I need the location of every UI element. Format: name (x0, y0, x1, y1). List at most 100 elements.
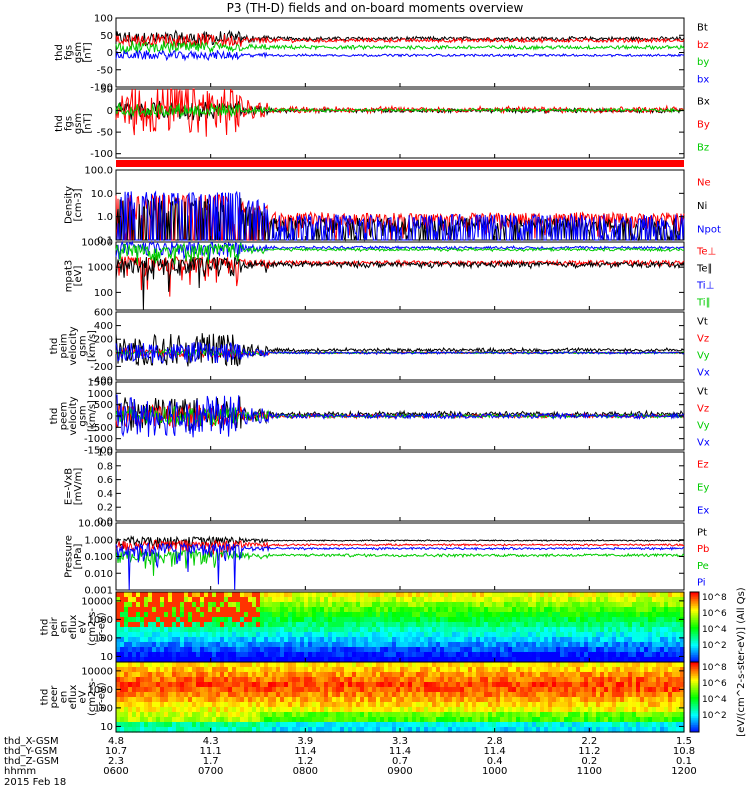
spectrogram-cell (332, 702, 337, 708)
legend-vz: Vz (697, 334, 709, 345)
spectrogram-cell (580, 667, 585, 673)
spectrogram-cell (452, 602, 457, 608)
spectrogram-cell (640, 637, 645, 643)
spectrogram-cell (124, 717, 129, 723)
spectrogram-cell (120, 697, 125, 703)
spectrogram-cell (548, 722, 553, 728)
spectrogram-cell (376, 602, 381, 608)
spectrogram-cell (312, 632, 317, 638)
spectrogram-cell (604, 662, 609, 668)
spectrogram-cell (380, 667, 385, 673)
spectrogram-cell (664, 617, 669, 623)
spectrogram-cell (284, 622, 289, 628)
spectrogram-cell (256, 702, 261, 708)
spectrogram-cell (644, 702, 649, 708)
spectrogram-cell (436, 672, 441, 678)
spectrogram-cell (528, 657, 533, 663)
spectrogram-cell (128, 672, 133, 678)
spectrogram-cell (188, 712, 193, 718)
y-tick-label: 1.000 (84, 535, 113, 546)
spectrogram-cell (524, 712, 529, 718)
spectrogram-cell (328, 707, 333, 713)
spectrogram-cell (180, 612, 185, 618)
spectrogram-cell (636, 712, 641, 718)
spectrogram-cell (652, 617, 657, 623)
spectrogram-cell (176, 632, 181, 638)
spectrogram-cell (640, 687, 645, 693)
spectrogram-cell (380, 597, 385, 603)
spectrogram-cell (632, 607, 637, 613)
legend-ez: Ez (697, 460, 709, 471)
spectrogram-cell (204, 712, 209, 718)
spectrogram-cell (140, 637, 145, 643)
spectrogram-cell (632, 632, 637, 638)
spectrogram-cell (676, 632, 681, 638)
spectrogram-cell (572, 672, 577, 678)
spectrogram-cell (584, 667, 589, 673)
spectrogram-cell (436, 682, 441, 688)
spectrogram-cell (636, 657, 641, 663)
spectrogram-cell (488, 677, 493, 683)
spectrogram-cell (160, 622, 165, 628)
spectrogram-cell (552, 592, 557, 598)
spectrogram-cell (616, 617, 621, 623)
spectrogram-cell (344, 612, 349, 618)
spectrogram-cell (424, 672, 429, 678)
spectrogram-cell (596, 677, 601, 683)
x-row-value: 11.2 (578, 746, 600, 757)
spectrogram-cell (564, 622, 569, 628)
spectrogram-cell (140, 727, 145, 733)
spectrogram-cell (156, 687, 161, 693)
spectrogram-cell (492, 722, 497, 728)
spectrogram-cell (260, 612, 265, 618)
spectrogram-cell (360, 717, 365, 723)
spectrogram-cell (576, 617, 581, 623)
spectrogram-cell (508, 722, 513, 728)
spectrogram-cell (448, 682, 453, 688)
series-line-vx (115, 394, 685, 438)
spectrogram-cell (652, 697, 657, 703)
spectrogram-cell (676, 652, 681, 658)
spectrogram-cell (228, 632, 233, 638)
spectrogram-cell (576, 637, 581, 643)
spectrogram-cell (392, 672, 397, 678)
spectrogram-cell (164, 682, 169, 688)
spectrogram-cell (124, 647, 129, 653)
spectrogram-cell (440, 607, 445, 613)
spectrogram-cell (612, 592, 617, 598)
spectrogram-cell (604, 637, 609, 643)
spectrogram-cell (444, 592, 449, 598)
spectrogram-cell (560, 592, 565, 598)
spectrogram-cell (476, 697, 481, 703)
x-row-value: 0700 (198, 766, 223, 777)
spectrogram-cell (264, 597, 269, 603)
spectrogram-cell (532, 607, 537, 613)
spectrogram-cell (316, 667, 321, 673)
spectrogram-cell (628, 627, 633, 633)
spectrogram-cell (500, 677, 505, 683)
spectrogram-cell (160, 597, 165, 603)
spectrogram-cell (512, 642, 517, 648)
spectrogram-cell (168, 602, 173, 608)
spectrogram-cell (252, 697, 257, 703)
colorbar-tick-label: 10^4 (702, 695, 727, 705)
spectrogram-cell (356, 677, 361, 683)
spectrogram-cell (328, 627, 333, 633)
spectrogram-cell (536, 642, 541, 648)
spectrogram-cell (308, 692, 313, 698)
spectrogram-cell (136, 657, 141, 663)
spectrogram-cell (252, 687, 257, 693)
spectrogram-cell (492, 627, 497, 633)
spectrogram-cell (312, 652, 317, 658)
spectrogram-cell (324, 652, 329, 658)
spectrogram-cell (352, 702, 357, 708)
spectrogram-cell (476, 702, 481, 708)
spectrogram-cell (424, 652, 429, 658)
spectrogram-cell (172, 672, 177, 678)
colorbar-step (690, 653, 699, 656)
spectrogram-cell (644, 627, 649, 633)
spectrogram-cell (116, 632, 121, 638)
spectrogram-cell (256, 672, 261, 678)
spectrogram-cell (184, 697, 189, 703)
spectrogram-cell (632, 667, 637, 673)
